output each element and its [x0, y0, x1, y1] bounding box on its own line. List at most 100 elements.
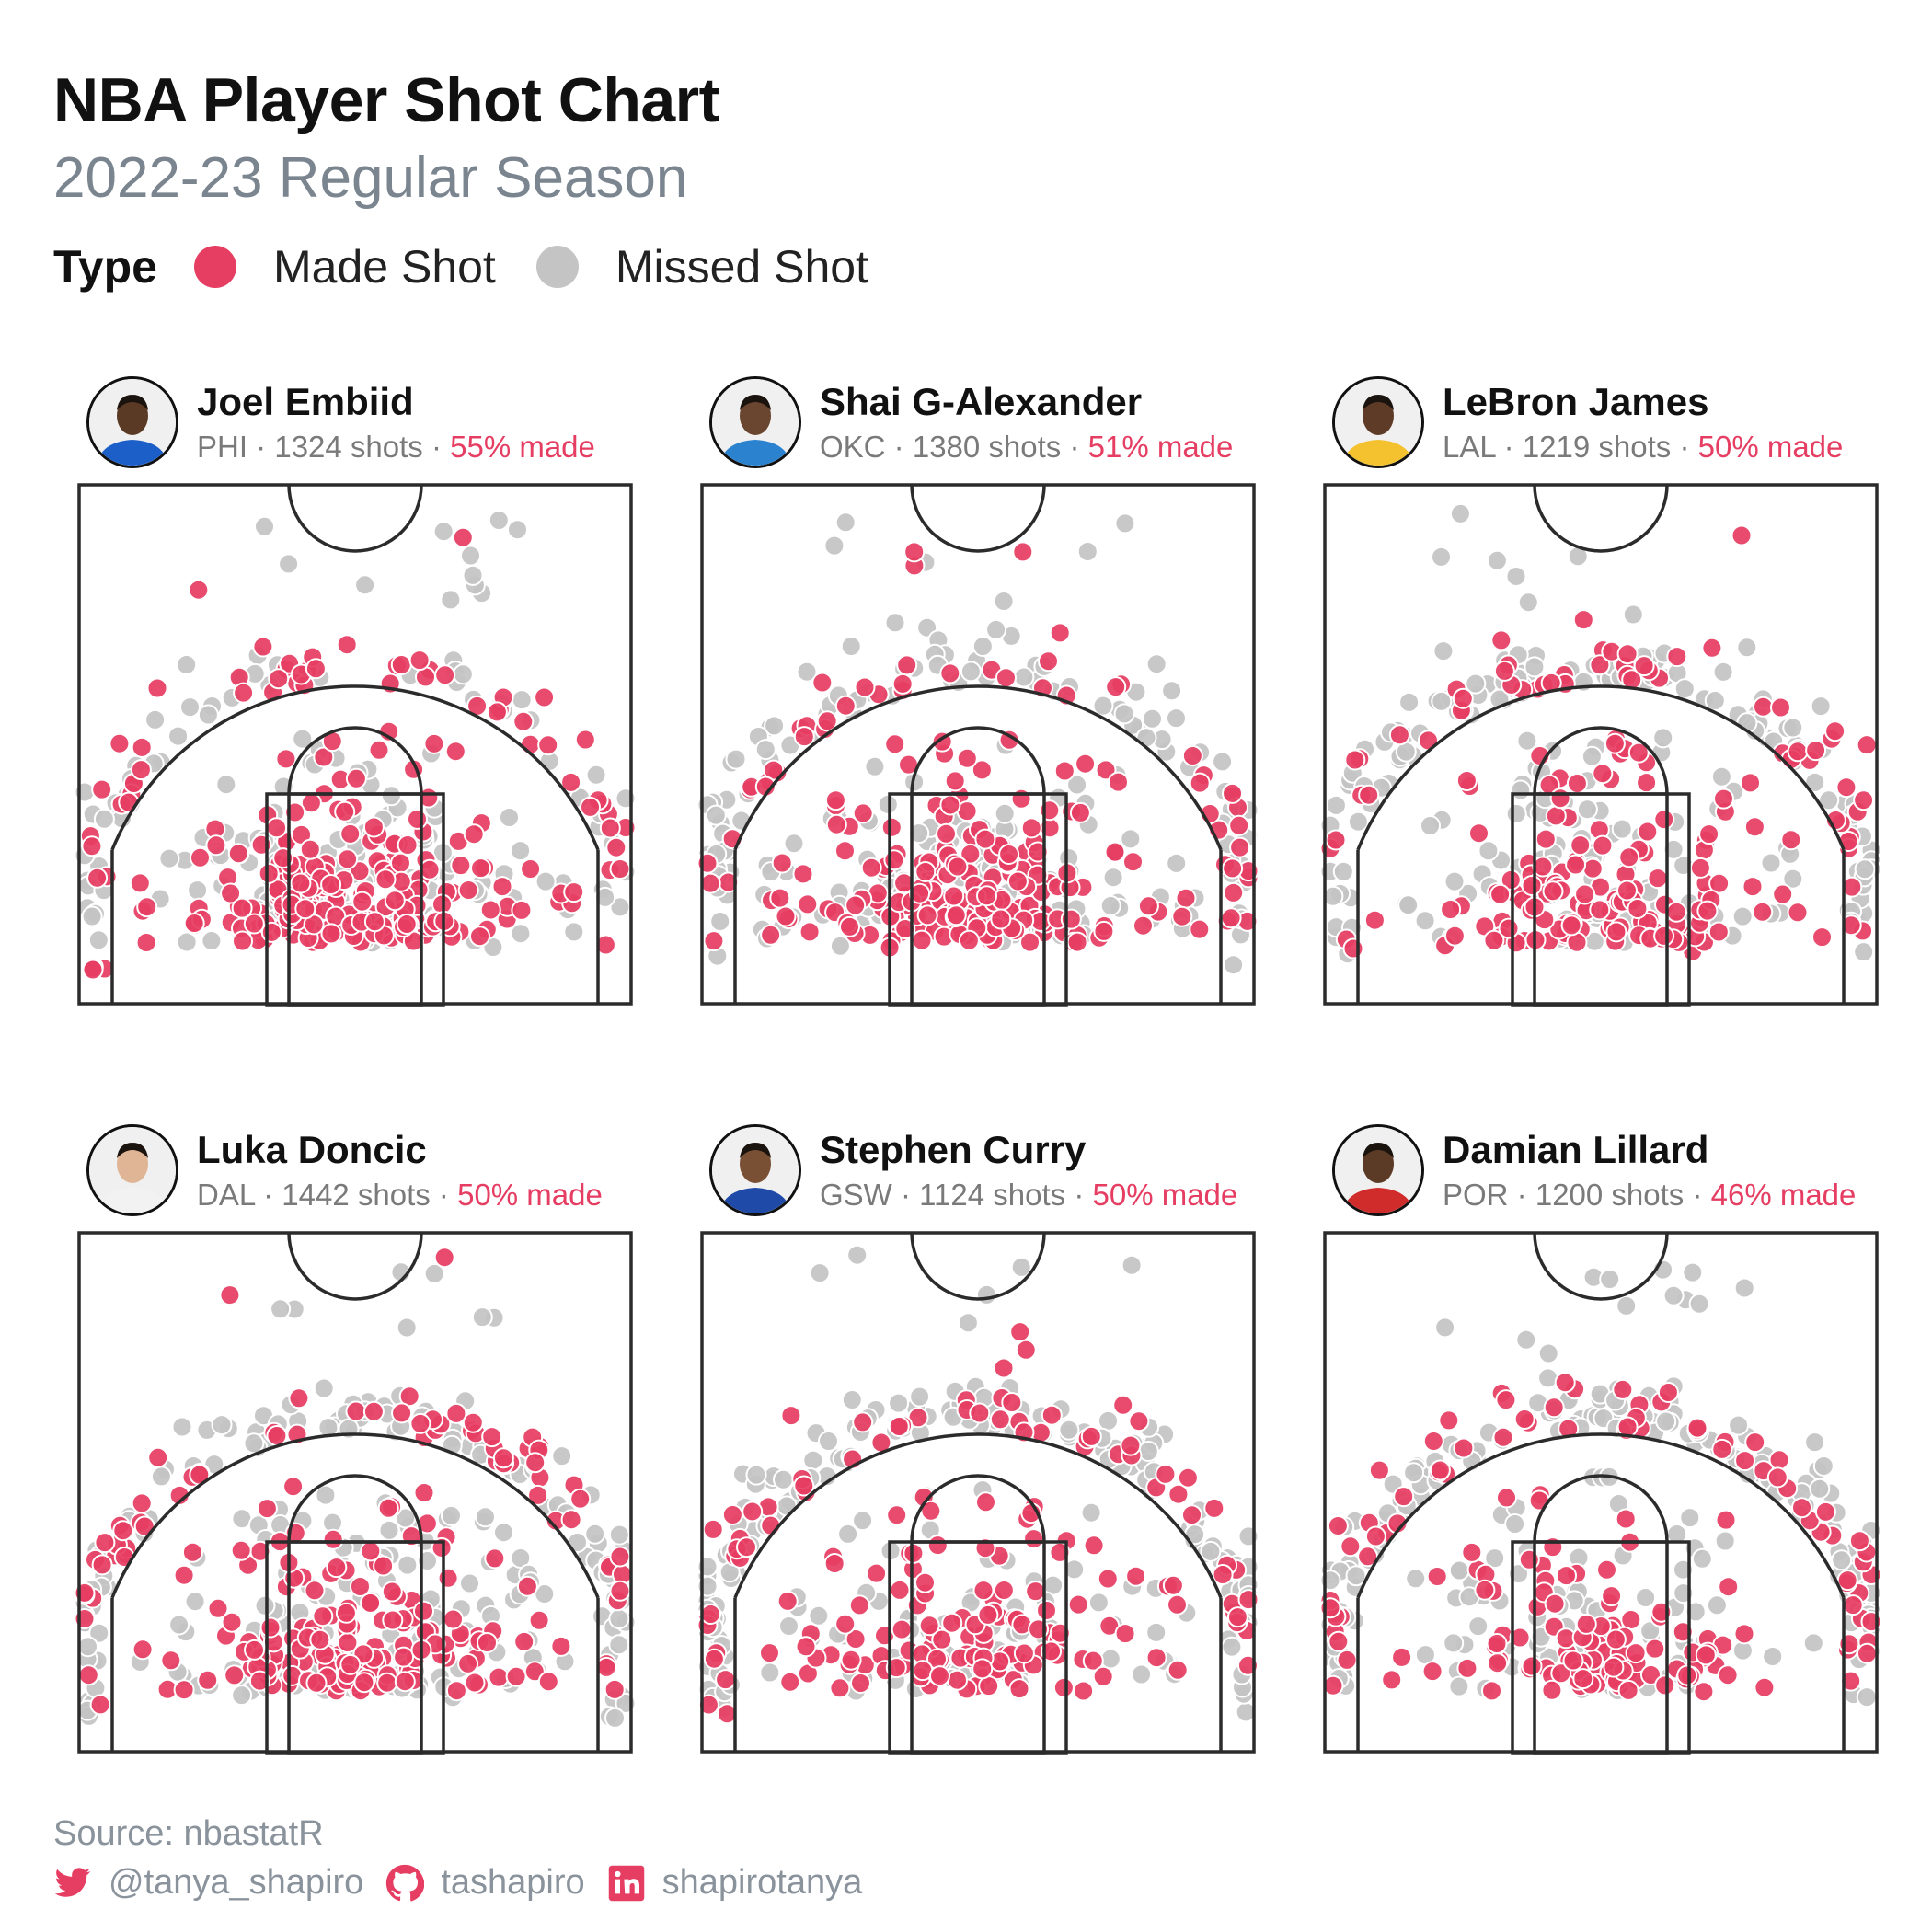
github-handle[interactable]: tashapiro	[441, 1863, 585, 1902]
missed-shot-point	[1465, 673, 1487, 695]
made-shot-point	[376, 1672, 398, 1694]
made-shot-point	[1772, 883, 1794, 905]
shot-markers	[74, 1247, 637, 1729]
made-shot-point	[1490, 629, 1512, 651]
made-shot-point	[337, 848, 359, 870]
missed-shot-point	[1685, 1601, 1707, 1623]
made-shot-point	[848, 1594, 870, 1616]
missed-shot-point	[1467, 1616, 1489, 1638]
made-shot-point	[1617, 1679, 1639, 1701]
made-shot-point	[252, 636, 274, 658]
made-shot-point	[1693, 1681, 1715, 1703]
made-shot-point	[1114, 1623, 1136, 1645]
github-icon[interactable]	[385, 1864, 425, 1903]
made-shot-point	[89, 1694, 111, 1716]
made-shot-point	[1008, 1678, 1030, 1700]
center-circle	[287, 1232, 423, 1301]
made-shot-point	[1740, 772, 1761, 794]
made-shot-point	[1223, 881, 1245, 903]
made-shot-point	[1092, 1665, 1114, 1687]
missed-shot-point	[796, 661, 818, 683]
made-shot-point	[721, 1504, 743, 1525]
missed-shot-point	[1486, 549, 1508, 571]
made-shot-point	[1521, 1655, 1543, 1677]
made-shot-point	[971, 759, 993, 781]
made-shot-point	[512, 710, 535, 732]
player-name: Luka Doncic	[197, 1128, 427, 1171]
player-made-pct: 55% made	[450, 430, 595, 464]
made-shot-point	[1562, 1650, 1584, 1672]
missed-shot-point	[278, 553, 300, 575]
made-shot-point	[1857, 1642, 1878, 1664]
made-shot-point	[1486, 1633, 1508, 1654]
made-shot-point	[396, 914, 418, 935]
made-shot-point	[362, 816, 385, 838]
made-shot-point	[914, 861, 937, 882]
shot-markers	[1319, 502, 1882, 965]
jersey-shape	[719, 1188, 791, 1213]
missed-shot-point	[888, 1392, 910, 1414]
missed-shot-point	[1212, 751, 1234, 773]
linkedin-handle[interactable]: shapirotanya	[661, 1863, 863, 1902]
made-shot-point	[1575, 1613, 1597, 1635]
court-boundary	[77, 483, 633, 1006]
twitter-icon[interactable]	[53, 1864, 92, 1903]
made-shot-point	[537, 1671, 559, 1693]
player-panel: Stephen Curry GSW · 1124 shots · 50% mad…	[676, 1121, 1259, 1765]
missed-shot-point	[1854, 858, 1876, 880]
made-shot-point	[792, 863, 814, 885]
missed-shot-point	[1504, 1513, 1526, 1535]
made-shot-point	[1717, 1664, 1739, 1686]
made-shot-point	[220, 882, 242, 904]
made-shot-point	[256, 1498, 278, 1520]
made-shot-point	[1540, 672, 1562, 694]
missed-shot-point	[144, 708, 167, 730]
missed-shot-point	[1616, 1294, 1638, 1317]
shot-chart-court	[696, 1231, 1259, 1755]
missed-shot-point	[254, 1594, 276, 1616]
made-shot-point	[998, 844, 1020, 865]
missed-shot-point	[510, 923, 532, 945]
missed-shot-point	[1516, 730, 1538, 752]
legend-made-label: Made Shot	[273, 241, 496, 293]
court-boundary	[700, 1231, 1256, 1754]
made-shot-point	[1421, 1661, 1443, 1683]
made-shot-point	[993, 1580, 1015, 1601]
missed-shot-point	[1505, 803, 1527, 824]
made-shot-point	[374, 868, 397, 891]
made-shot-point	[699, 872, 721, 894]
player-team-shots: OKC · 1380 shots ·	[820, 430, 1080, 464]
player-header: LeBron James LAL · 1219 shots · 50% made	[1332, 373, 1884, 474]
player-team-shots: LAL · 1219 shots ·	[1443, 430, 1690, 464]
made-shot-point	[1770, 696, 1791, 719]
made-shot-point	[1474, 1579, 1496, 1601]
made-shot-point	[1615, 1508, 1637, 1530]
made-shot-point	[390, 852, 411, 874]
missed-shot-point	[176, 931, 198, 953]
made-shot-point	[1336, 1649, 1358, 1671]
made-shot-point	[1814, 1501, 1836, 1523]
linkedin-icon[interactable]	[607, 1864, 646, 1903]
twitter-handle[interactable]: @tanya_shapiro	[109, 1863, 364, 1902]
missed-shot-point	[1704, 690, 1726, 711]
missed-shot-point	[1010, 1256, 1032, 1278]
missed-shot-point	[705, 804, 727, 826]
made-shot-point	[990, 908, 1012, 930]
made-shot-point	[1066, 931, 1088, 953]
made-shot-point	[1440, 899, 1462, 920]
player-panel: Luka Doncic DAL · 1442 shots · 50% made	[53, 1121, 637, 1765]
missed-shot-point	[1420, 815, 1441, 836]
missed-shot-point	[960, 661, 982, 683]
player-panel: LeBron James LAL · 1219 shots · 50% made	[1299, 373, 1882, 1017]
source-note: Source: nbastatR	[53, 1814, 324, 1853]
made-shot-point	[1542, 880, 1564, 903]
made-shot-point	[909, 882, 931, 904]
missed-shot-point	[972, 636, 994, 657]
missed-shot-point	[759, 1662, 781, 1684]
missed-shot-point	[1652, 727, 1674, 749]
made-shot-point	[884, 733, 906, 755]
missed-shot-point	[823, 535, 845, 557]
shot-chart-court	[74, 483, 637, 1007]
missed-shot-point	[594, 886, 616, 908]
made-shot-point	[1010, 788, 1032, 810]
